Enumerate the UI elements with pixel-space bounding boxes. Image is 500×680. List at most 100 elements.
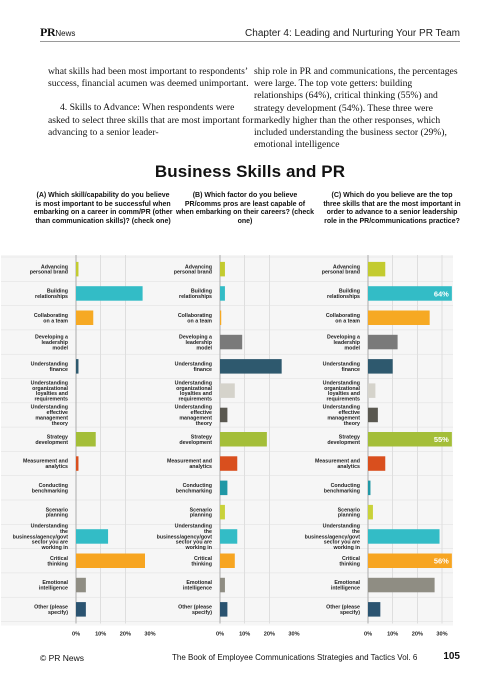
bar: [220, 383, 235, 398]
category-label: Other (please specify): [178, 604, 212, 615]
category-label: Understanding the business/agency/govt sect…: [157, 523, 213, 551]
bar: [368, 334, 398, 350]
bar: [220, 334, 243, 350]
category-label: Understanding effective management theory: [323, 405, 361, 427]
category-label: Strategy development: [35, 434, 68, 445]
x-tick-label: 0%: [216, 632, 224, 638]
x-tick-label: 0%: [364, 632, 372, 638]
bar: [220, 456, 238, 471]
category-label: Measurement and analytics: [167, 459, 212, 470]
bar: [368, 383, 376, 398]
data-label: 64%: [434, 289, 449, 298]
category-label: Other (please specify): [326, 604, 360, 615]
category-label: Critical thinking: [47, 556, 68, 567]
bar: [220, 407, 228, 423]
bar: [76, 432, 96, 447]
bar: [76, 310, 94, 325]
x-tick-label: 20%: [264, 632, 275, 638]
body-paragraph: 4. Skills to Advance: When respondents w…: [48, 102, 254, 138]
bar: [368, 407, 378, 423]
category-label: Developing a leadership model: [35, 334, 69, 351]
bar: [76, 529, 109, 544]
bar: [368, 456, 386, 471]
bar: [76, 359, 79, 374]
x-tick-label: 20%: [120, 632, 131, 638]
bar: [368, 480, 371, 496]
category-label: Understanding organizational loyalties and…: [31, 380, 69, 402]
category-label: Measurement and analytics: [315, 459, 360, 470]
bar: [368, 310, 430, 325]
category-label: Scenario planning: [190, 507, 213, 518]
bar: [76, 456, 79, 471]
category-label: Emotional intelligence: [183, 580, 213, 591]
category-label: Developing a leadership model: [179, 334, 213, 351]
bar: [220, 529, 238, 544]
category-label: Emotional intelligence: [331, 580, 361, 591]
x-tick-label: 30%: [144, 632, 155, 638]
category-label: Advancing personal brand: [322, 264, 360, 275]
x-tick-label: 10%: [239, 632, 250, 638]
bar: [76, 261, 79, 277]
body-paragraph: ship role in PR and communications, the …: [254, 66, 458, 151]
bar: [76, 577, 86, 593]
bar: [368, 261, 386, 277]
body-column-right: ship role in PR and communications, the …: [254, 66, 460, 151]
category-label: Understanding finance: [31, 361, 68, 372]
data-label: 56%: [434, 557, 449, 566]
header-rule: [40, 41, 460, 42]
category-label: Strategy development: [327, 434, 360, 445]
bar: [220, 359, 282, 374]
bar: [220, 310, 222, 325]
bar: [368, 504, 373, 520]
category-label: Scenario planning: [46, 507, 69, 518]
pr-news-logo: PRNews: [40, 25, 76, 39]
category-label: Understanding the business/agency/govt sect…: [305, 523, 361, 551]
bar: [220, 261, 225, 277]
category-label: Understanding finance: [323, 361, 360, 372]
x-tick-label: 20%: [412, 632, 423, 638]
category-label: Understanding the business/agency/govt sect…: [13, 523, 69, 551]
x-tick-label: 30%: [288, 632, 299, 638]
bar: [368, 577, 435, 593]
category-label: Developing a leadership model: [327, 334, 361, 351]
category-label: Measurement and analytics: [23, 459, 68, 470]
bar: [220, 432, 267, 447]
x-tick-label: 10%: [95, 632, 106, 638]
bar: [220, 286, 225, 301]
bar: [220, 553, 235, 568]
bar: [220, 480, 228, 496]
footer-copyright: © PR News: [40, 653, 85, 663]
chart-question-a: (A) Which skill/capability do you believ…: [33, 192, 173, 225]
category-label: Collaborating on a team: [178, 313, 212, 324]
chapter-title: Chapter 4: Leading and Nurturing Your PR…: [245, 28, 460, 39]
bar: [220, 504, 225, 520]
bar: [368, 553, 452, 568]
category-label: Strategy development: [179, 434, 212, 445]
category-label: Building relationships: [35, 289, 68, 300]
category-label: Scenario planning: [338, 507, 361, 518]
bar: [76, 602, 86, 617]
category-label: Conducting benchmarking: [324, 483, 360, 494]
bar: [368, 602, 381, 617]
category-label: Advancing personal brand: [30, 264, 68, 275]
bar: [76, 286, 143, 301]
category-label: Other (please specify): [34, 604, 68, 615]
category-label: Building relationships: [327, 289, 360, 300]
category-label: Critical thinking: [339, 556, 360, 567]
category-label: Understanding organizational loyalties and…: [175, 380, 213, 402]
bar: [220, 602, 228, 617]
category-label: Advancing personal brand: [174, 264, 212, 275]
category-label: Understanding effective management theory: [31, 405, 69, 427]
category-label: Collaborating on a team: [326, 313, 360, 324]
body-paragraph: what skills had been most important to r…: [48, 66, 249, 90]
chart-question-b: (B) Which factor do you believe PR/comms…: [175, 192, 315, 225]
x-tick-label: 0%: [72, 632, 80, 638]
bar: [76, 553, 150, 568]
bar: [368, 359, 393, 374]
chart-title: Business Skills and PR: [154, 162, 346, 181]
chart-question-c: (C) Which do you believe are the top thr…: [323, 192, 461, 225]
data-label: 55%: [434, 435, 449, 444]
category-label: Emotional intelligence: [39, 580, 69, 591]
category-label: Understanding effective management theory: [175, 405, 213, 427]
